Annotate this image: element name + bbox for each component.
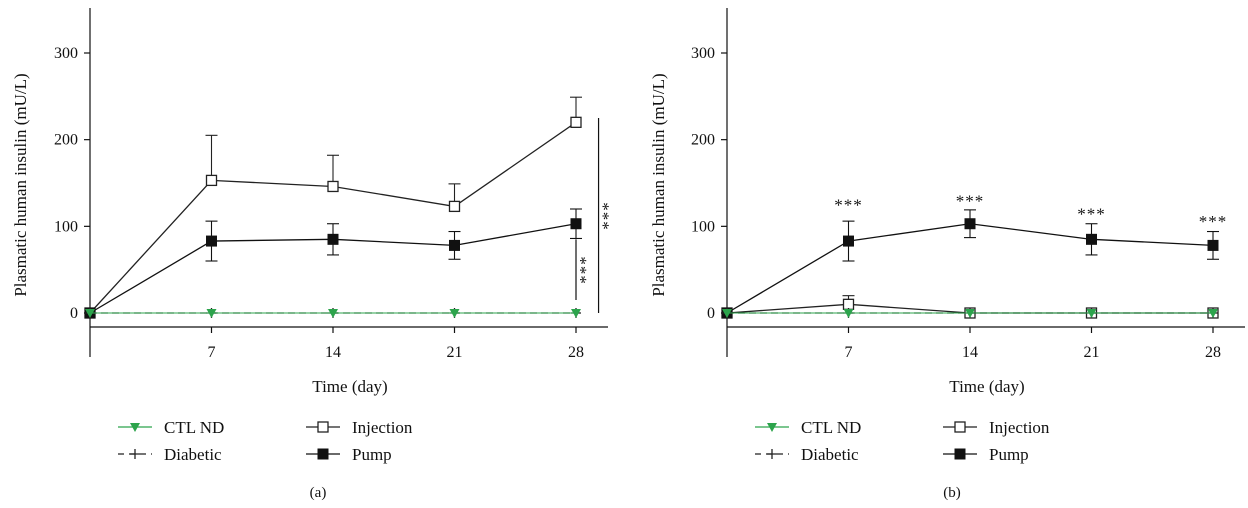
data-point [1207, 239, 1219, 251]
legend: CTL ND Diabetic Injection Pump [118, 418, 413, 464]
x-tick-label: 28 [568, 344, 584, 361]
y-tick-label: 200 [54, 132, 78, 149]
legend-marker [130, 449, 140, 459]
y-tick-label: 300 [54, 45, 78, 62]
x-tick-label: 7 [845, 344, 853, 361]
data-point [964, 218, 976, 230]
significance-label: *** [834, 196, 863, 215]
y-tick-label: 0 [707, 305, 715, 322]
data-point [206, 235, 217, 247]
significance-label: *** [576, 255, 595, 284]
data-point [843, 309, 854, 318]
panel-label: (a) [310, 485, 327, 501]
data-point [842, 298, 855, 310]
x-tick-label: 21 [447, 344, 463, 361]
x-axis-label: Time (day) [949, 377, 1024, 396]
legend-marker [954, 421, 966, 433]
y-tick-label: 300 [691, 45, 715, 62]
y-axis-label: Plasmatic human insulin (mU/L) [11, 73, 30, 296]
series-line [89, 121, 577, 314]
data-point [1086, 233, 1097, 245]
y-tick-label: 100 [54, 218, 78, 235]
data-point [449, 309, 460, 318]
data-point [1208, 309, 1218, 318]
legend-marker [317, 448, 329, 460]
data-point [328, 309, 338, 318]
data-point [722, 309, 732, 318]
data-point [449, 239, 460, 251]
legend-label: Diabetic [801, 445, 859, 464]
significance-label: *** [599, 201, 618, 230]
data-point [843, 235, 854, 247]
data-point [1086, 309, 1097, 318]
x-axis-label: Time (day) [312, 377, 387, 396]
legend-label: CTL ND [164, 418, 224, 437]
legend-marker [954, 448, 966, 460]
legend-marker [130, 423, 140, 432]
legend-marker [767, 449, 777, 459]
legend-marker [317, 421, 329, 433]
legend-label: Injection [352, 418, 413, 437]
data-point [571, 309, 581, 318]
data-point [448, 200, 461, 213]
data-point [85, 309, 95, 318]
legend-label: Injection [989, 418, 1050, 437]
data-point [205, 174, 218, 187]
data-point [327, 233, 339, 245]
legend-marker [767, 423, 777, 432]
legend-label: Pump [352, 445, 392, 464]
data-point [327, 180, 339, 193]
series-pump [84, 208, 582, 319]
x-tick-label: 7 [208, 344, 216, 361]
x-tick-label: 14 [962, 344, 978, 361]
data-point [965, 309, 975, 318]
series-ctl-nd [722, 309, 1218, 318]
x-tick-label: 14 [325, 344, 341, 361]
data-point [206, 309, 217, 318]
y-tick-label: 200 [691, 132, 715, 149]
y-tick-label: 100 [691, 218, 715, 235]
legend-label: Pump [989, 445, 1029, 464]
significance-label: *** [956, 191, 985, 210]
series-ctl-nd [85, 309, 581, 318]
significance-label: *** [1199, 212, 1228, 231]
panel-label: (b) [943, 485, 961, 501]
series-pump [721, 209, 1219, 319]
series-injection [84, 96, 582, 319]
y-axis-label: Plasmatic human insulin (mU/L) [649, 73, 668, 296]
data-point [570, 218, 582, 230]
significance-label: *** [1077, 204, 1106, 223]
legend: CTL ND Diabetic Injection Pump [755, 418, 1050, 464]
x-tick-label: 21 [1084, 344, 1100, 361]
y-tick-label: 0 [70, 305, 78, 322]
data-point [570, 116, 582, 128]
legend-label: Diabetic [164, 445, 222, 464]
panel-a: 0 100 200 300 7 14 21 28 Time (day) Plasmatic hum… [11, 8, 618, 501]
legend-label: CTL ND [801, 418, 861, 437]
x-tick-label: 28 [1205, 344, 1221, 361]
panel-b: 0 100 200 300 7 14 21 28 Time (day) Plasmatic hum… [649, 8, 1245, 501]
